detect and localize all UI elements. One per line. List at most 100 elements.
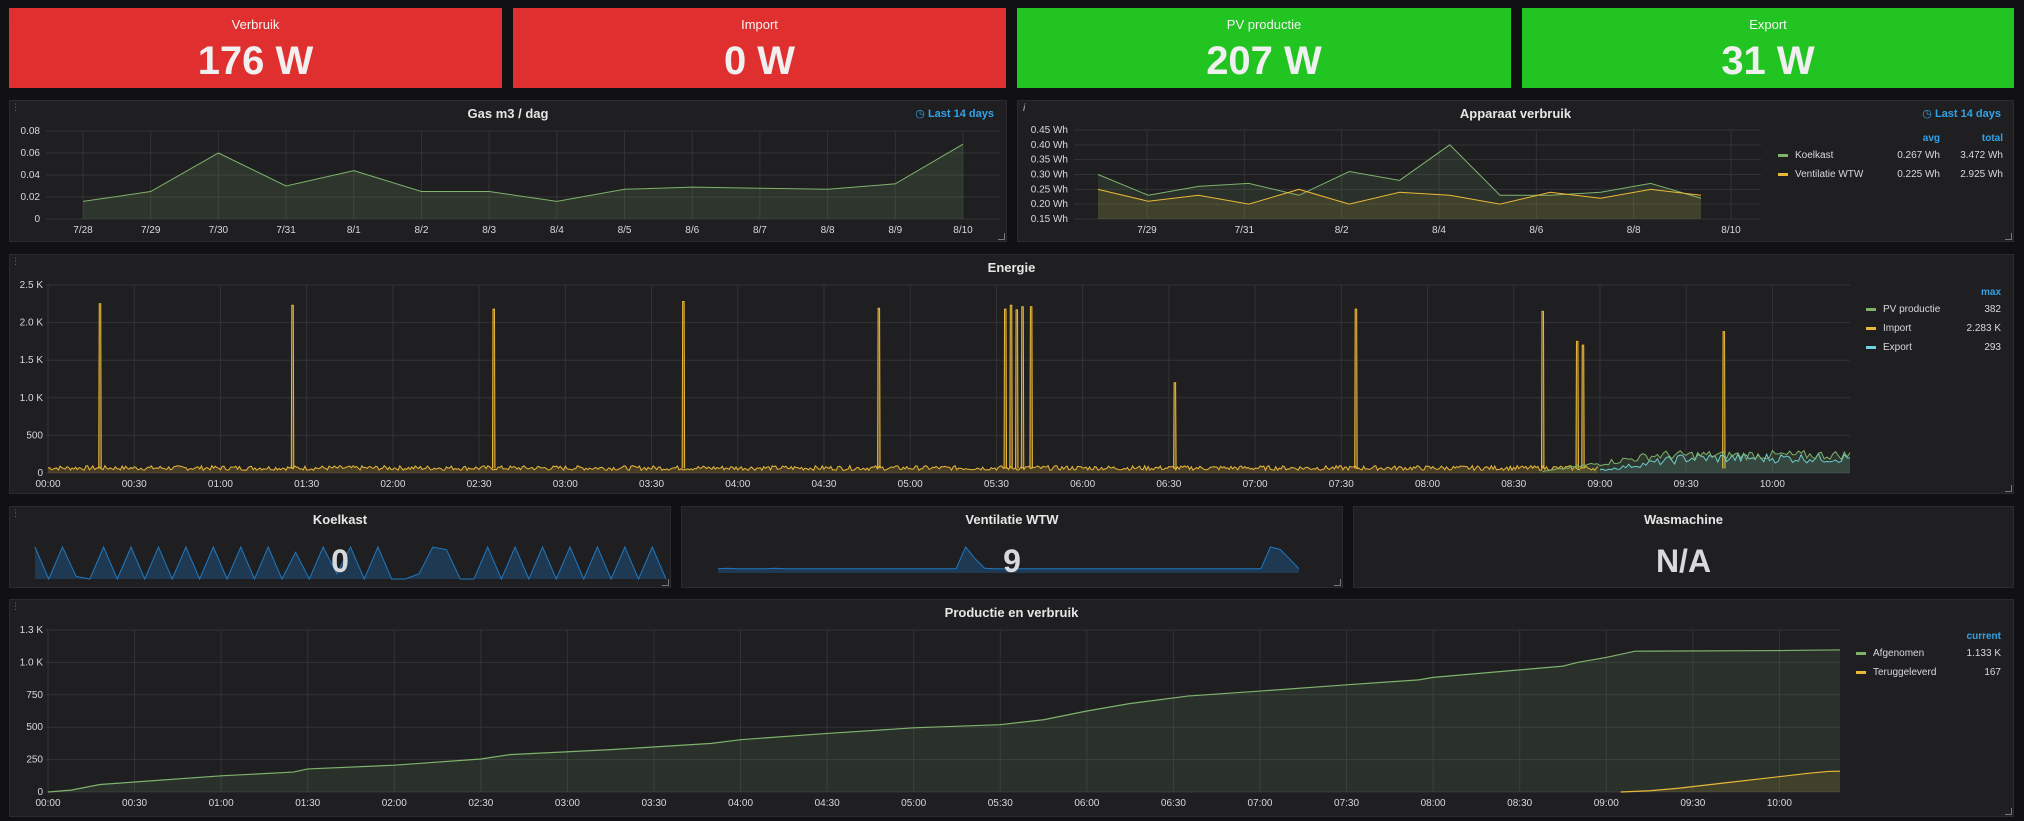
gas-area — [83, 144, 963, 219]
sparkline — [34, 545, 667, 581]
legend-item[interactable]: Ventilatie WTW 0.225 Wh 2.925 Wh — [1778, 165, 2003, 184]
resize-handle[interactable] — [1334, 579, 1341, 586]
y-tick-label: 0.45 Wh — [1031, 125, 1068, 136]
import-spike — [1009, 304, 1013, 469]
x-tick-label: 03:30 — [641, 798, 666, 809]
panel-title[interactable]: Koelkast — [312, 512, 368, 527]
time-info-label: Last 14 days — [927, 108, 994, 120]
resize-handle[interactable] — [2005, 485, 2012, 492]
info-icon[interactable]: i — [1023, 103, 1026, 114]
x-tick-label: 8/4 — [550, 225, 564, 236]
singlestat-wasmachine[interactable]: Wasmachine N/A — [1353, 506, 2014, 588]
import-spike — [1003, 308, 1008, 469]
resize-handle[interactable] — [998, 233, 1005, 240]
legend-name: Ventilatie WTW — [1795, 169, 1864, 180]
legend-total: 3.472 Wh — [1960, 150, 2003, 161]
stat-value: 31 W — [1721, 39, 1815, 83]
pv-line — [1542, 449, 1851, 473]
legend-max: 2.283 K — [1966, 323, 2001, 334]
legend-item[interactable]: PV productie 382 — [1866, 300, 2001, 319]
sparkline-line — [717, 546, 1300, 570]
clock-icon: ◷ — [1922, 108, 1935, 120]
legend-name: Koelkast — [1795, 150, 1834, 161]
x-tick-label: 07:30 — [1329, 479, 1354, 490]
drag-handle-icon[interactable]: ⋮ — [11, 508, 20, 518]
y-tick-label: 500 — [26, 722, 43, 733]
series-line — [47, 649, 1841, 793]
apparaat-panel[interactable]: i Apparaat verbruik ◷ Last 14 days 0.15 … — [1017, 100, 2014, 242]
energie-panel[interactable]: ⋮ Energie 0 500 1.0 K 1.5 K 2.0 K 2.5 K 00:00 0… — [9, 254, 2014, 494]
panel-title[interactable]: Productie en verbruik — [944, 605, 1079, 620]
resize-handle[interactable] — [2005, 808, 2012, 815]
legend-name: Afgenomen — [1873, 648, 1925, 659]
x-tick-label: 7/31 — [276, 225, 296, 236]
resize-handle[interactable] — [2005, 233, 2012, 240]
y-tick-label: 2.0 K — [20, 318, 44, 329]
panel-title[interactable]: Gas m3 / dag — [467, 106, 549, 121]
x-tick-label: 7/31 — [1235, 225, 1255, 236]
stat-title: Export — [1749, 17, 1787, 32]
legend-swatch — [1778, 173, 1788, 176]
legend-current: 167 — [1984, 667, 2001, 678]
series-area — [1098, 189, 1701, 219]
y-tick-label: 0.40 Wh — [1031, 140, 1068, 151]
gas-panel[interactable]: ⋮ Gas m3 / dag ◷ Last 14 days 0 0.02 0.04 0… — [9, 100, 1007, 242]
panel-title[interactable]: Apparaat verbruik — [1459, 106, 1572, 121]
apparaat-chart: 0.15 Wh 0.20 Wh 0.25 Wh 0.30 Wh 0.35 Wh 0.40 … — [1031, 125, 1761, 236]
legend-name: Import — [1883, 323, 1912, 334]
x-tick-label: 01:00 — [208, 479, 233, 490]
x-tick-label: 04:00 — [725, 479, 750, 490]
legend-item[interactable]: Afgenomen 1.133 K — [1856, 644, 2001, 663]
time-info-label: Last 14 days — [1934, 108, 2001, 120]
x-tick-label: 06:30 — [1156, 479, 1181, 490]
x-tick-label: 7/28 — [73, 225, 93, 236]
legend-header-total[interactable]: total — [1981, 132, 2003, 144]
stat-verbruik[interactable]: ⋮ Verbruik 176 W — [9, 8, 502, 88]
x-tick-label: 01:30 — [294, 479, 319, 490]
y-tick-label: 0.25 Wh — [1031, 184, 1068, 195]
drag-handle-icon[interactable]: ⋮ — [11, 601, 20, 611]
x-tick-label: 8/5 — [618, 225, 632, 236]
x-tick-label: 04:30 — [811, 479, 836, 490]
panel-title[interactable]: Wasmachine — [1644, 512, 1723, 527]
y-tick-label: 0 — [37, 468, 43, 479]
x-tick-label: 09:00 — [1587, 479, 1612, 490]
import-area — [48, 465, 1599, 473]
legend: current Afgenomen 1.133 K Teruggeleverd … — [1856, 628, 2001, 682]
legend-header-current[interactable]: current — [1966, 630, 2001, 642]
x-tick-label: 07:00 — [1243, 479, 1268, 490]
productie-panel[interactable]: ⋮ Productie en verbruik 0 250 500 750 1.0 K 1… — [9, 599, 2014, 817]
x-tick-label: 8/2 — [1335, 225, 1349, 236]
x-tick-label: 02:30 — [467, 479, 492, 490]
legend-item[interactable]: Import 2.283 K — [1866, 319, 2001, 338]
stat-pv-productie[interactable]: PV productie 207 W — [1017, 8, 1511, 88]
legend-item[interactable]: Teruggeleverd 167 — [1856, 663, 2001, 682]
stat-export[interactable]: Export 31 W — [1522, 8, 2014, 88]
legend-swatch — [1856, 671, 1866, 674]
x-tick-label: 08:00 — [1415, 479, 1440, 490]
y-tick-label: 2.5 K — [20, 280, 44, 291]
x-tick-label: 8/3 — [482, 225, 496, 236]
drag-handle-icon[interactable]: ⋮ — [11, 10, 20, 20]
x-tick-label: 8/8 — [821, 225, 835, 236]
stat-import[interactable]: Import 0 W — [513, 8, 1006, 88]
legend-item[interactable]: Koelkast 0.267 Wh 3.472 Wh — [1778, 146, 2003, 165]
legend-item[interactable]: Export 293 — [1866, 338, 2001, 357]
singlestat-koelkast[interactable]: ⋮ Koelkast 0 — [9, 506, 671, 588]
panel-title[interactable]: Energie — [987, 260, 1036, 275]
gas-line — [82, 143, 964, 202]
y-tick-label: 0.08 — [21, 126, 41, 137]
resize-handle[interactable] — [662, 579, 669, 586]
x-tick-label: 8/8 — [1627, 225, 1641, 236]
legend-header-max[interactable]: max — [1980, 286, 2001, 298]
import-spike — [1173, 382, 1177, 469]
drag-handle-icon[interactable]: ⋮ — [11, 256, 20, 266]
series-line — [1620, 770, 1841, 793]
legend-header-avg[interactable]: avg — [1922, 132, 1940, 144]
x-tick-label: 09:30 — [1680, 798, 1705, 809]
x-tick-label: 8/10 — [1721, 225, 1741, 236]
x-tick-label: 00:30 — [122, 798, 147, 809]
panel-title[interactable]: Ventilatie WTW — [965, 512, 1059, 527]
drag-handle-icon[interactable]: ⋮ — [11, 102, 20, 112]
singlestat-ventilatie[interactable]: Ventilatie WTW 9 — [681, 506, 1343, 588]
